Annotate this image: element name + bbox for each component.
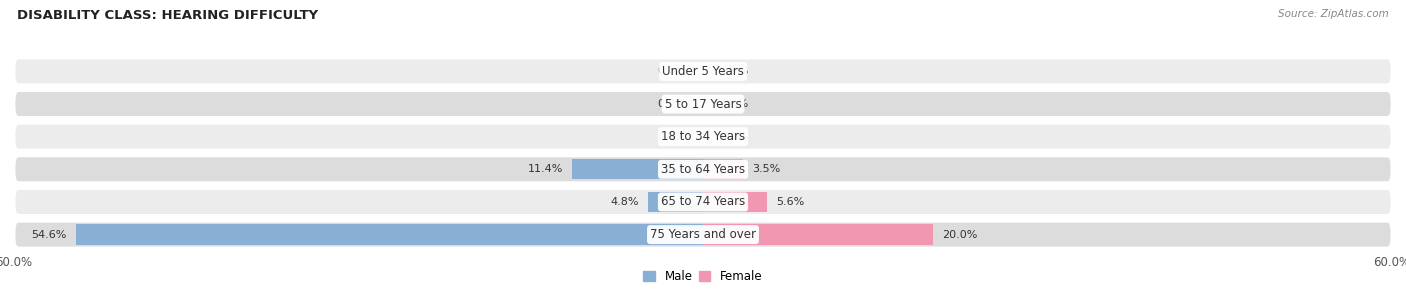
Bar — [703, 192, 768, 212]
Text: 0.0%: 0.0% — [658, 99, 686, 109]
Text: 0.0%: 0.0% — [658, 132, 686, 142]
Text: 11.4%: 11.4% — [527, 164, 562, 174]
FancyBboxPatch shape — [14, 188, 1392, 215]
Text: 0.0%: 0.0% — [720, 99, 748, 109]
Bar — [703, 159, 744, 179]
Bar — [648, 192, 703, 212]
Text: 65 to 74 Years: 65 to 74 Years — [661, 196, 745, 208]
Text: 4.8%: 4.8% — [610, 197, 638, 207]
Text: 3.5%: 3.5% — [752, 164, 780, 174]
Text: DISABILITY CLASS: HEARING DIFFICULTY: DISABILITY CLASS: HEARING DIFFICULTY — [17, 9, 318, 22]
Text: 75 Years and over: 75 Years and over — [650, 228, 756, 241]
Bar — [572, 159, 703, 179]
FancyBboxPatch shape — [14, 221, 1392, 248]
Text: 5.6%: 5.6% — [776, 197, 804, 207]
Text: 0.0%: 0.0% — [658, 66, 686, 76]
Text: 18 to 34 Years: 18 to 34 Years — [661, 130, 745, 143]
FancyBboxPatch shape — [14, 91, 1392, 118]
Text: 0.0%: 0.0% — [720, 66, 748, 76]
Text: 5 to 17 Years: 5 to 17 Years — [665, 98, 741, 110]
FancyBboxPatch shape — [14, 58, 1392, 85]
Text: Source: ZipAtlas.com: Source: ZipAtlas.com — [1278, 9, 1389, 19]
Text: 20.0%: 20.0% — [942, 230, 977, 240]
FancyBboxPatch shape — [14, 123, 1392, 150]
Text: Under 5 Years: Under 5 Years — [662, 65, 744, 78]
Text: 35 to 64 Years: 35 to 64 Years — [661, 163, 745, 176]
Text: 0.0%: 0.0% — [720, 132, 748, 142]
Bar — [703, 225, 932, 245]
Bar — [76, 225, 703, 245]
Legend: Male, Female: Male, Female — [638, 266, 768, 288]
Text: 54.6%: 54.6% — [31, 230, 67, 240]
FancyBboxPatch shape — [14, 156, 1392, 183]
